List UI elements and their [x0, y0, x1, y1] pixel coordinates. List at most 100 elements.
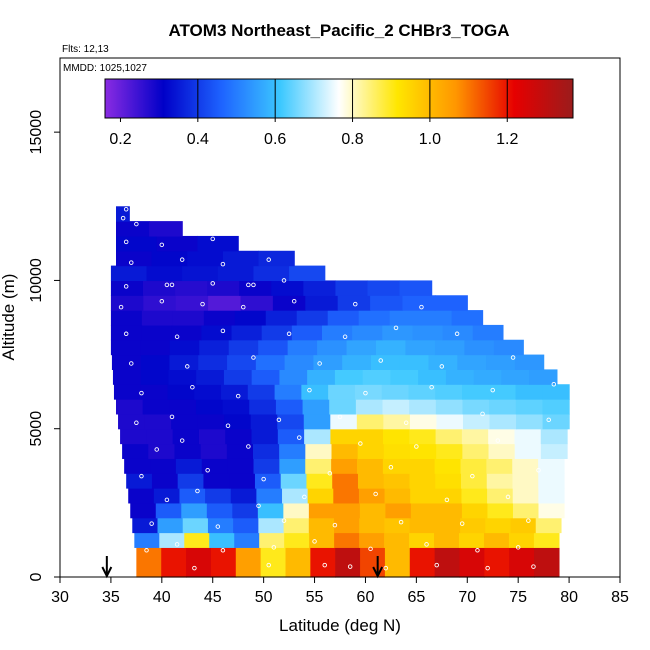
heatmap-cell [151, 250, 188, 267]
heatmap-cell [258, 339, 289, 356]
heatmap-cell [410, 443, 437, 459]
heatmap-cell [172, 428, 200, 445]
heatmap-cell [382, 399, 410, 415]
heatmap-cell [533, 532, 560, 548]
heatmap-cell [542, 384, 570, 400]
sample-point [291, 298, 297, 304]
colorbar-tick-label: 0.6 [264, 131, 286, 148]
heatmap-cell [116, 399, 144, 415]
heatmap-cell [171, 413, 199, 430]
heatmap-cell [184, 532, 210, 548]
heatmap-cell [542, 413, 570, 430]
heatmap-cell [201, 324, 233, 341]
heatmap-cell [307, 488, 334, 504]
sample-point [286, 331, 292, 337]
colorbar-divisions [197, 79, 508, 118]
heatmap-cell [153, 488, 181, 504]
heatmap-cell [488, 384, 517, 400]
heatmap-cell [334, 532, 360, 548]
heatmap-cell [251, 369, 281, 385]
down-arrow-icon [101, 556, 113, 579]
heatmap-cell [359, 517, 386, 534]
heatmap-cell [409, 413, 438, 430]
heatmap-cell [235, 547, 262, 578]
heatmap-cell [360, 547, 386, 578]
heatmap-cell [284, 532, 310, 548]
heatmap-cell [231, 324, 263, 341]
sample-point [185, 364, 190, 369]
sample-point [378, 358, 383, 363]
heatmap-cell [304, 428, 332, 445]
heatmap-cell [282, 488, 309, 504]
heatmap-cell [512, 502, 540, 519]
colorbar-tick-label: 0.2 [109, 131, 131, 148]
heatmap-cell [161, 547, 187, 578]
sample-point [169, 414, 175, 420]
sample-point [470, 473, 475, 479]
heatmap-cell [382, 458, 410, 474]
heatmap-cell [381, 384, 410, 400]
heatmap-cell [409, 473, 436, 489]
heatmap-cell [434, 295, 468, 311]
heatmap-cell [259, 532, 285, 548]
heatmap-cell [136, 547, 162, 578]
sample-point [276, 417, 282, 423]
sample-point [190, 384, 195, 390]
heatmap-cell [112, 369, 142, 385]
heatmap-cell [399, 280, 433, 296]
heatmap-cell [317, 339, 348, 356]
heatmap-cell [331, 458, 358, 474]
sample-point [118, 304, 124, 310]
heatmap-cell [167, 384, 195, 400]
sample-point [526, 518, 531, 523]
heatmap-cell [418, 369, 447, 385]
heatmap-cell [346, 339, 377, 356]
latitude-markers [101, 556, 384, 579]
x-tick-label: 50 [255, 589, 273, 606]
heatmap-cell [155, 502, 182, 519]
heatmap-cell [285, 547, 311, 578]
sample-point [139, 390, 144, 396]
heatmap-cell [255, 354, 286, 370]
sample-point [403, 420, 409, 426]
sample-point [353, 301, 358, 307]
heatmap-cell [512, 458, 539, 474]
heatmap-cell [487, 502, 514, 519]
heatmap-cell [275, 399, 304, 415]
sample-point [205, 467, 210, 473]
x-tick-label: 35 [102, 589, 120, 606]
heatmap-cell [462, 443, 490, 459]
heatmap-cell [142, 399, 170, 415]
heatmap-cell [383, 473, 411, 489]
heatmap-cell [148, 443, 176, 459]
heatmap-cell [538, 458, 565, 474]
sample-point [154, 447, 159, 452]
colorbar-ticks: 0.2 0.4 0.6 0.8 1.0 1.2 [109, 118, 518, 148]
heatmap-cell [179, 488, 206, 504]
sample-point [159, 242, 165, 248]
sample-point [123, 239, 129, 245]
heatmap-cell [251, 428, 279, 445]
heatmap-cell [488, 443, 516, 459]
heatmap-cell [473, 369, 502, 385]
y-tick-label: 15000 [28, 110, 45, 155]
heatmap-cell [330, 413, 358, 430]
sample-point [536, 467, 541, 473]
heatmap-cell [540, 428, 568, 445]
sample-point [164, 497, 170, 503]
sample-point [210, 281, 215, 286]
heatmap-cell [514, 354, 545, 370]
heatmap-cell [197, 413, 225, 430]
sample-point [192, 565, 197, 571]
heatmap-cell [384, 517, 411, 534]
heatmap-cell [169, 399, 197, 415]
heatmap-cell [384, 532, 410, 548]
heatmap-cell [330, 428, 358, 445]
heatmap-cell [370, 354, 401, 370]
heatmap-cell [461, 428, 489, 445]
sample-point [475, 548, 480, 553]
heatmap-cell [229, 473, 256, 489]
heatmap-cell [306, 473, 333, 489]
heatmap-cell [538, 473, 565, 489]
sample-point [149, 521, 154, 526]
